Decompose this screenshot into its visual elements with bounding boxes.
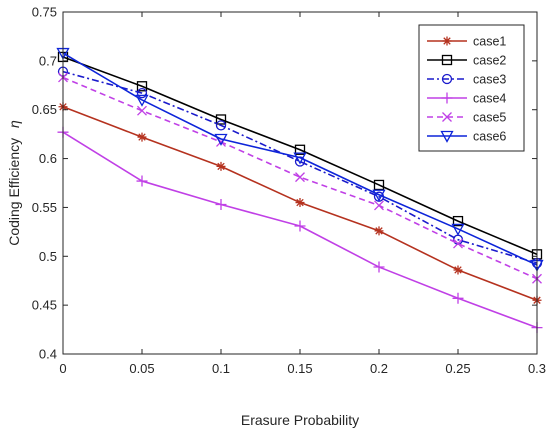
x-tick-label: 0.3: [528, 361, 546, 376]
point-case3: [215, 120, 227, 131]
legend-marker: [440, 130, 454, 143]
legend-label: case4: [473, 92, 506, 106]
point-case5: [137, 105, 147, 116]
legend-label: case5: [473, 111, 506, 125]
y-tick-label: 0.75: [32, 5, 57, 20]
point-case6: [214, 133, 228, 146]
point-case2: [373, 179, 385, 191]
legend-item-case2: case2: [427, 54, 506, 68]
point-case1: [216, 161, 226, 171]
x-tick-label: 0: [59, 361, 66, 376]
y-axis-label-text: Coding Efficiency: [6, 138, 22, 246]
x-tick-label: 0.25: [445, 361, 470, 376]
y-tick-label: 0.4: [39, 347, 57, 362]
point-case5: [453, 238, 463, 249]
series-line-case6: [62, 52, 538, 266]
legend-item-case6: case6: [427, 130, 506, 144]
legend-label: case2: [473, 54, 506, 68]
x-tick-label: 0.05: [129, 361, 154, 376]
legend-label: case1: [473, 35, 506, 49]
legend-box: [418, 24, 525, 152]
point-case6: [372, 189, 386, 202]
legend-marker: [441, 73, 453, 85]
legend: case1 case2 case3 case4 case5 case6: [418, 24, 525, 152]
series-line-case3: [62, 70, 538, 264]
point-case6: [293, 152, 307, 165]
y-tick-labels: 0.4 0.45 0.5 0.55 0.6 0.65 0.7 0.75: [32, 5, 57, 362]
point-case2: [136, 81, 148, 92]
x-tick-label: 0.1: [212, 361, 230, 376]
x-tick-label: 0.2: [370, 361, 388, 376]
series-line-case2: [62, 56, 538, 256]
y-tick-label: 0.5: [39, 249, 57, 264]
legend-marker: [442, 112, 452, 122]
x-tick-label: 0.15: [287, 361, 312, 376]
legend-item-case1: case1: [427, 35, 506, 49]
y-tick-label: 0.65: [32, 102, 57, 117]
point-case4: [452, 292, 464, 304]
point-case2: [215, 114, 227, 125]
y-axis-label-symbol: η: [6, 120, 22, 128]
point-case2: [294, 144, 306, 155]
axis-ticks: [62, 11, 538, 355]
legend-label: case6: [473, 130, 506, 144]
y-tick-label: 0.55: [32, 200, 57, 215]
y-tick-label: 0.45: [32, 298, 57, 313]
legend-item-case5: case5: [427, 111, 506, 125]
legend-label: case3: [473, 73, 506, 87]
point-case1: [374, 226, 384, 236]
x-tick-labels: 0 0.05 0.1 0.15 0.2 0.25 0.3: [59, 361, 546, 376]
point-case2: [452, 215, 464, 227]
point-case6: [451, 223, 465, 236]
point-case4: [136, 175, 148, 187]
legend-marker: [441, 92, 453, 104]
x-axis-label: Erasure Probability: [241, 412, 359, 428]
point-case4: [215, 198, 227, 210]
point-case5: [295, 172, 305, 183]
y-axis-label-group: Coding Efficiency η: [6, 120, 22, 246]
point-case3: [136, 87, 148, 99]
point-case5: [374, 200, 384, 211]
legend-item-case4: case4: [427, 92, 506, 106]
y-tick-label: 0.6: [39, 151, 57, 166]
point-case1: [137, 132, 147, 142]
point-case6: [135, 94, 149, 107]
legend-item-case3: case3: [427, 73, 506, 87]
legend-marker: [442, 36, 452, 46]
point-case1: [453, 265, 463, 275]
point-case4: [294, 220, 306, 232]
point-case4: [373, 261, 385, 273]
y-tick-label: 0.7: [39, 53, 57, 68]
y-axis-label: Coding Efficiency η: [6, 120, 22, 246]
point-case1: [295, 198, 305, 208]
legend-marker: [441, 54, 453, 66]
